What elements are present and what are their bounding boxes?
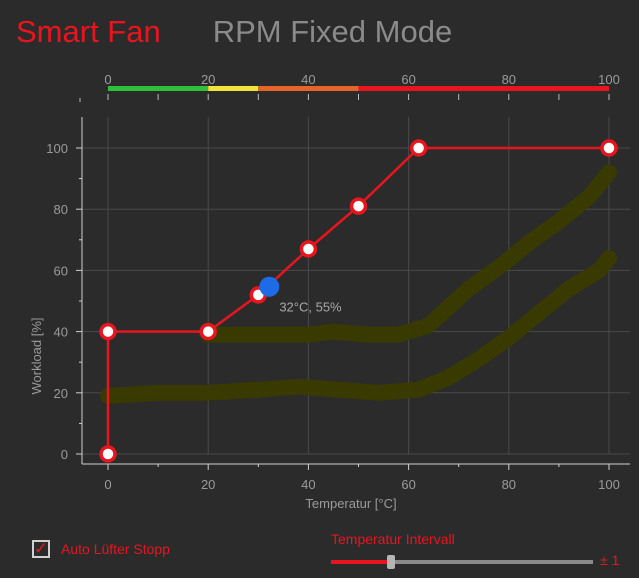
temperature-zone-bar: [208, 86, 259, 91]
x-axis-tick-label: 0: [104, 477, 111, 492]
fan-curve-point[interactable]: [409, 139, 428, 157]
chart-grid: [82, 117, 630, 455]
tab-rpm-fixed-mode[interactable]: RPM Fixed Mode: [212, 14, 453, 49]
y-axis-tick-label: 60: [54, 263, 68, 278]
x-axis-tick-label: 40: [301, 477, 315, 492]
cursor-readout: 32°C, 55%: [259, 276, 342, 315]
chart-axes: 0 20 40 60 80 100 0 20 40 60 80 100 Temperatur [°C] W…: [29, 117, 630, 511]
tab-smart-fan[interactable]: Smart Fan: [16, 14, 161, 49]
top-scale-tick-label: 60: [401, 72, 415, 87]
check-icon: ✓: [33, 539, 49, 558]
y-axis-tick-label: 0: [61, 447, 68, 462]
interval-value: ± 1: [600, 552, 620, 568]
cursor-readout-label: 32°C, 55%: [279, 300, 342, 315]
top-scale-tick-label: 20: [201, 72, 215, 87]
top-scale-tick-label: 0: [104, 72, 111, 87]
fan-curve-line: [106, 146, 609, 454]
slider-thumb[interactable]: [387, 555, 396, 569]
checkbox-box[interactable]: ✓: [32, 540, 50, 558]
top-scale-tick-label: 100: [598, 72, 620, 87]
y-axis-tick-label: 40: [54, 325, 68, 340]
y-axis-tick-label: 20: [54, 386, 68, 401]
fan-curve-point[interactable]: [299, 240, 318, 258]
top-scale-tick-label: 80: [502, 72, 516, 87]
fan-curve-chart[interactable]: 0 20 40 60 80 100 0 20 40 60 80 100 0 20 40 60 80 100 Tem…: [0, 62, 639, 514]
y-axis-title: Workload [%]: [29, 317, 44, 394]
x-axis-tick-label: 80: [502, 477, 516, 492]
temperature-zone-scale: 0 20 40 60 80 100: [79, 72, 620, 102]
slider-fill: [331, 560, 392, 564]
fan-curve[interactable]: [99, 139, 618, 463]
fan-curve-point[interactable]: [99, 445, 117, 463]
sensor-trace-line: [100, 250, 617, 404]
interval-label: Temperatur Intervall: [331, 531, 455, 547]
mode-tabs: Smart Fan RPM Fixed Mode: [16, 10, 452, 54]
x-axis-tick-label: 60: [401, 477, 415, 492]
sensor-traces: [100, 164, 617, 404]
y-axis-tick-label: 100: [46, 141, 68, 156]
x-axis-tick-label: 20: [201, 477, 215, 492]
interval-slider[interactable]: [331, 555, 593, 569]
temperature-zone-bar: [258, 86, 359, 91]
x-axis-title: Temperatur [°C]: [305, 496, 396, 511]
fan-curve-point[interactable]: [349, 197, 368, 215]
slider-track[interactable]: [331, 560, 593, 564]
temperature-zone-bar: [108, 86, 209, 91]
auto-stop-label: Auto Lüfter Stopp: [61, 541, 170, 557]
auto-stop-checkbox[interactable]: ✓ Auto Lüfter Stopp: [32, 540, 170, 558]
fan-curve-point[interactable]: [99, 322, 117, 341]
fan-curve-point[interactable]: [600, 139, 618, 157]
x-axis-tick-label: 100: [598, 477, 620, 492]
cursor-point: [259, 276, 280, 297]
top-scale-tick-label: 40: [301, 72, 315, 87]
sensor-trace-line: [200, 164, 617, 343]
fan-curve-point[interactable]: [199, 322, 217, 341]
temperature-zone-bar: [358, 86, 609, 91]
y-axis-tick-label: 80: [54, 202, 68, 217]
